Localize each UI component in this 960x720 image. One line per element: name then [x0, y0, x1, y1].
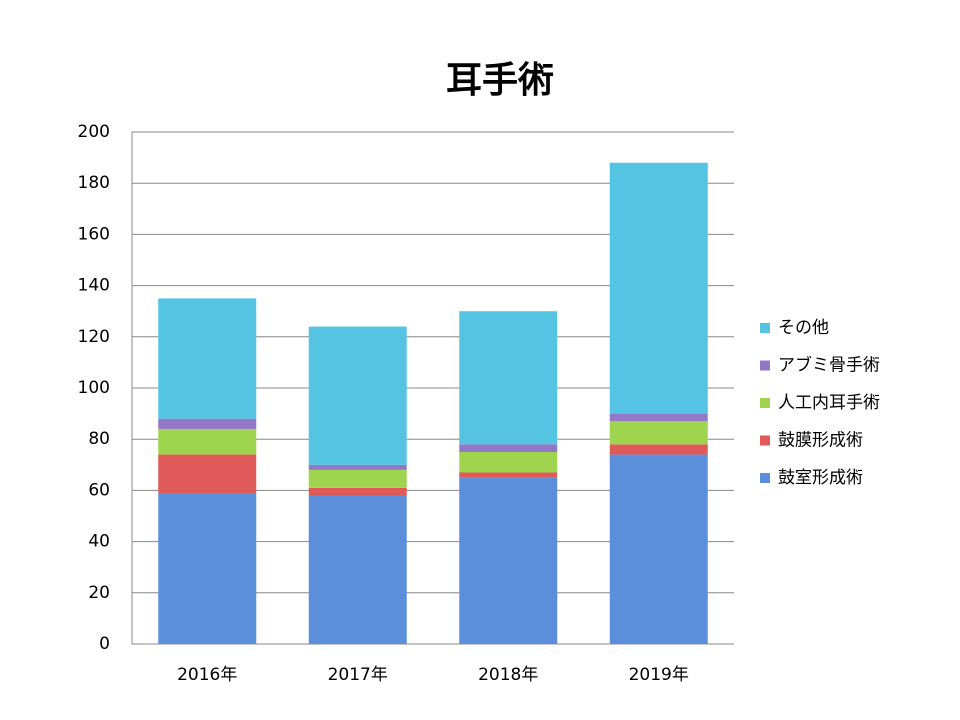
legend-swatch: [760, 360, 770, 371]
y-tick-label: 180: [78, 173, 110, 193]
bar-segment: [609, 413, 708, 422]
y-tick-label: 100: [78, 378, 110, 398]
y-tick-label: 60: [88, 480, 110, 500]
x-tick-label: 2019年: [629, 665, 689, 685]
bar-segment: [459, 452, 558, 473]
bar-segment: [158, 492, 257, 644]
bar-segment: [609, 421, 708, 445]
chart-title: 耳手術: [446, 60, 554, 101]
bar-segment: [609, 454, 708, 644]
bar-segment: [308, 495, 407, 644]
bar-segment: [459, 444, 558, 452]
bar-segment: [158, 428, 257, 455]
legend-label: 人工内耳手術: [778, 393, 880, 413]
bar-segment: [158, 454, 257, 493]
legend-label: 鼓室形成術: [778, 468, 863, 488]
legend-label: 鼓膜形成術: [778, 431, 863, 451]
bar-segment: [158, 418, 257, 429]
legend-label: その他: [778, 318, 829, 338]
bar-segment: [308, 487, 407, 496]
y-tick-label: 200: [78, 122, 110, 142]
bar-segment: [459, 472, 558, 478]
x-tick-label: 2016年: [177, 665, 237, 685]
y-tick-label: 0: [99, 634, 110, 654]
bar-segment: [308, 469, 407, 488]
bar-segment: [158, 298, 257, 419]
legend-swatch: [760, 435, 770, 446]
bar-segment: [308, 464, 407, 470]
y-tick-label: 140: [78, 276, 110, 296]
x-tick-label: 2018年: [478, 665, 538, 685]
bar-segment: [609, 444, 708, 455]
x-tick-label: 2017年: [328, 665, 388, 685]
y-tick-label: 80: [88, 429, 110, 449]
bar-segment: [459, 311, 558, 445]
y-tick-label: 40: [88, 532, 110, 552]
bar-segment: [308, 326, 407, 465]
legend-swatch: [760, 473, 770, 483]
y-tick-label: 20: [88, 583, 110, 603]
legend-label: アブミ骨手術: [778, 355, 880, 376]
y-tick-label: 160: [78, 224, 110, 244]
legend-swatch: [760, 323, 770, 333]
bar-segment: [609, 162, 708, 414]
legend-swatch: [760, 398, 770, 408]
bar-segment: [459, 477, 558, 644]
y-tick-label: 120: [78, 327, 110, 347]
